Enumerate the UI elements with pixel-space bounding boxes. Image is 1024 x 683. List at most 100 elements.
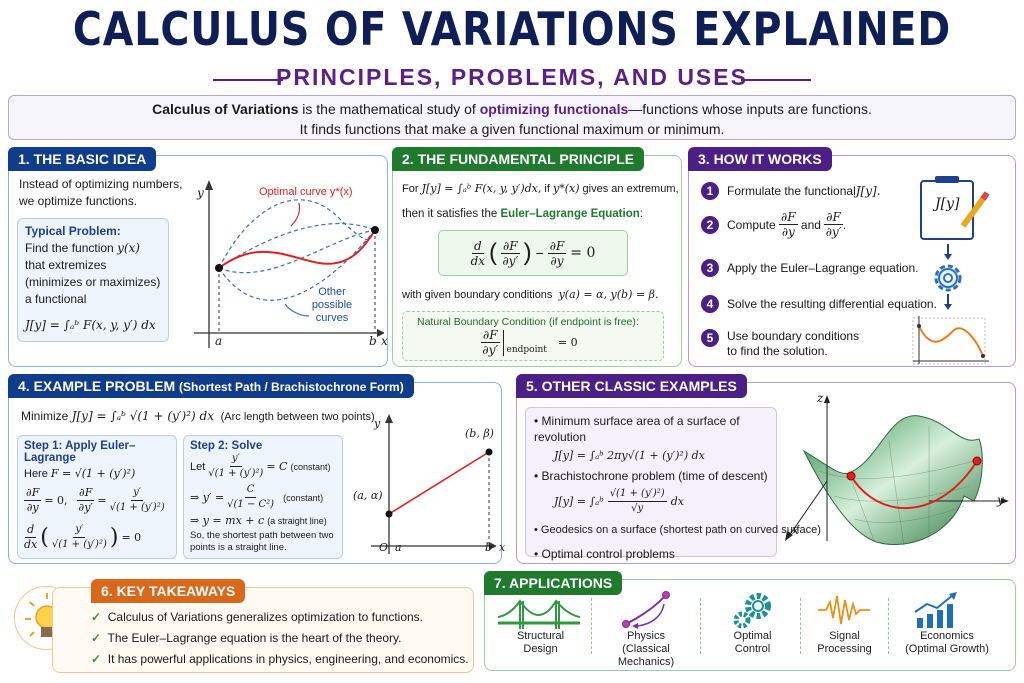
optimal-curve-label: Optimal curve y*(x) (259, 186, 353, 198)
other-curves-label: Other possible curves (311, 286, 353, 324)
lhs: ⇒ y′ = (190, 491, 225, 504)
rhs: = 0 (557, 336, 578, 349)
axis-label-x: x (499, 541, 506, 554)
problem-text: that extremizes (minimizes or maximizes)… (25, 258, 161, 306)
step-number: 4 (701, 295, 719, 313)
note: (constant) (290, 461, 331, 472)
intro-text: is the mathematical study of (298, 101, 480, 117)
typical-problem-title: Typical Problem: (25, 224, 121, 238)
text: then it satisfies the (402, 208, 501, 220)
axis-label-y: y (374, 417, 381, 430)
math: F = √(1 + (y′)²) (50, 467, 136, 480)
rhs: = 0, (44, 494, 68, 507)
op: − (535, 245, 544, 261)
euler-lagrange-equation: d dx (∂F ∂y′) − ∂F ∂y = 0 (438, 230, 628, 276)
origin-label: O (379, 541, 389, 554)
step-text: Solve the resulting differential equatio… (727, 297, 937, 311)
section-tag: 7. APPLICATIONS (484, 571, 623, 595)
example-formula: J[y] = ∫ₐᵇ √(1 + (y′)²) √y dx (554, 487, 768, 516)
subtitle-divider-left (213, 79, 283, 81)
step1-title: Step 1: Apply Euler–Lagrange (24, 440, 136, 464)
straight-line-graph (371, 414, 496, 554)
page-title: CALCULUS OF VARIATIONS EXPLAINED (72, 2, 952, 56)
step-text: and (800, 217, 821, 232)
step-text: Use boundary conditions to find the solu… (727, 329, 860, 358)
intro-box: Calculus of Variations is the mathematic… (8, 95, 1016, 140)
tag-sub: (Shortest Path / Brachistochrone Form) (179, 380, 404, 394)
text: if (541, 183, 553, 195)
step-number: 1 (701, 182, 719, 200)
typical-problem-box: Typical Problem: Find the function y(x) … (17, 218, 169, 342)
num: y′ (131, 486, 144, 501)
section-tag: 6. KEY TAKEAWAYS (91, 579, 246, 603)
math: y*(x) (552, 182, 580, 195)
example-item: • Optimal control problems (534, 547, 675, 561)
app-label: Optimal (733, 630, 772, 642)
app-label: Control (734, 643, 771, 655)
step2-box: Step 2: Solve Let y′ √(1 + (y′)²) = C (const… (183, 435, 343, 559)
takeaway-item: ✓ The Euler–Lagrange equation is the hea… (91, 628, 469, 649)
bridge-icon (498, 599, 581, 629)
step-text: Apply the Euler–Lagrange equation. (727, 261, 919, 275)
examples-list: • Minimum surface area of a surface of r… (525, 407, 821, 561)
note: (constant) (283, 492, 324, 503)
app-label: (Classical Mechanics) (617, 643, 675, 668)
intro-line2: It finds functions that make a given fun… (299, 121, 725, 137)
page-subtitle: PRINCIPLES, PROBLEMS, AND USES (276, 64, 748, 90)
panel-classic-examples: 5. OTHER CLASSIC EXAMPLES • Minimum surf… (516, 374, 1016, 564)
num: d (25, 523, 37, 538)
math: ⇒ y = mx + c (190, 514, 265, 527)
intro-text: —functions whose inputs are functions. (628, 101, 872, 117)
den: dx (470, 253, 486, 268)
num: ∂F (501, 238, 520, 254)
text: For (402, 183, 422, 195)
den: ∂y′ (502, 253, 519, 268)
num: d (471, 238, 484, 254)
num: ∂F (824, 210, 843, 225)
rhs: = 0 (121, 531, 142, 544)
step-5: 5 Use boundary conditions to find the sol… (701, 329, 861, 359)
boundary-conditions: with given boundary conditions y(a) = α,… (402, 288, 658, 301)
axis-label-b: b (369, 334, 377, 348)
app-label: Signal (829, 630, 860, 642)
den: ∂y (26, 501, 39, 514)
section-tag: 5. OTHER CLASSIC EXAMPLES (516, 374, 747, 398)
step-text: Compute (727, 217, 776, 232)
clipboard-label: J[y] (935, 196, 960, 212)
app-economics: Economics (Optimal Growth) (892, 630, 1002, 656)
section-tag: 1. THE BASIC IDEA (8, 147, 157, 171)
app-signal-processing: Signal Processing (797, 630, 892, 656)
growth-chart-icon (914, 592, 957, 628)
optimal-curve-graph (194, 180, 384, 348)
example-text: Geodesics on a surface (shortest path on… (540, 524, 821, 536)
example-formula: J[y] = ∫ₐᵇ 2πy√(1 + (y′)²) dx (554, 449, 705, 462)
text: gives an extremum, (579, 183, 679, 195)
step1-box: Step 1: Apply Euler–Lagrange Here F = √(… (17, 435, 177, 559)
panel-basic-idea: 1. THE BASIC IDEA Instead of optimizing … (8, 147, 388, 367)
text: Let (190, 460, 206, 473)
waveform-icon (818, 595, 870, 625)
natural-boundary-title: Natural Boundary Condition (if endpoint … (417, 316, 639, 328)
num: C (244, 483, 257, 498)
check-icon: ✓ (91, 652, 102, 666)
den: √(1 − C²) (227, 499, 275, 510)
basic-idea-text: Instead of optimizing numbers, we optimi… (19, 177, 183, 208)
takeaway-text: It has powerful applications in physics,… (107, 652, 469, 666)
point-b-beta: (b, β) (465, 427, 494, 440)
example-text: Brachistochrone problem (time of descent… (541, 469, 768, 483)
panel-key-takeaways: 6. KEY TAKEAWAYS ✓ Calculus of Variation… (52, 579, 474, 673)
step-2: 2 Compute ∂F ∂y and ∂F ∂y′. (701, 210, 846, 239)
subscript: endpoint (506, 344, 547, 355)
num: ∂F (481, 328, 500, 343)
text: with given boundary conditions (402, 289, 553, 301)
natural-boundary-box: Natural Boundary Condition (if endpoint … (402, 311, 664, 361)
intro-highlight: optimizing functionals (479, 101, 629, 117)
note: (a straight line) (267, 516, 327, 526)
math: y(a) = α, y(b) = β. (558, 288, 659, 301)
gears-icon (733, 593, 771, 629)
step-text: Formulate the functional (727, 184, 856, 198)
den: √(1 + (y′)²) (51, 539, 107, 550)
axis-label-x: x (792, 523, 799, 537)
check-icon: ✓ (91, 610, 102, 624)
axis-label-a: a (215, 334, 223, 348)
